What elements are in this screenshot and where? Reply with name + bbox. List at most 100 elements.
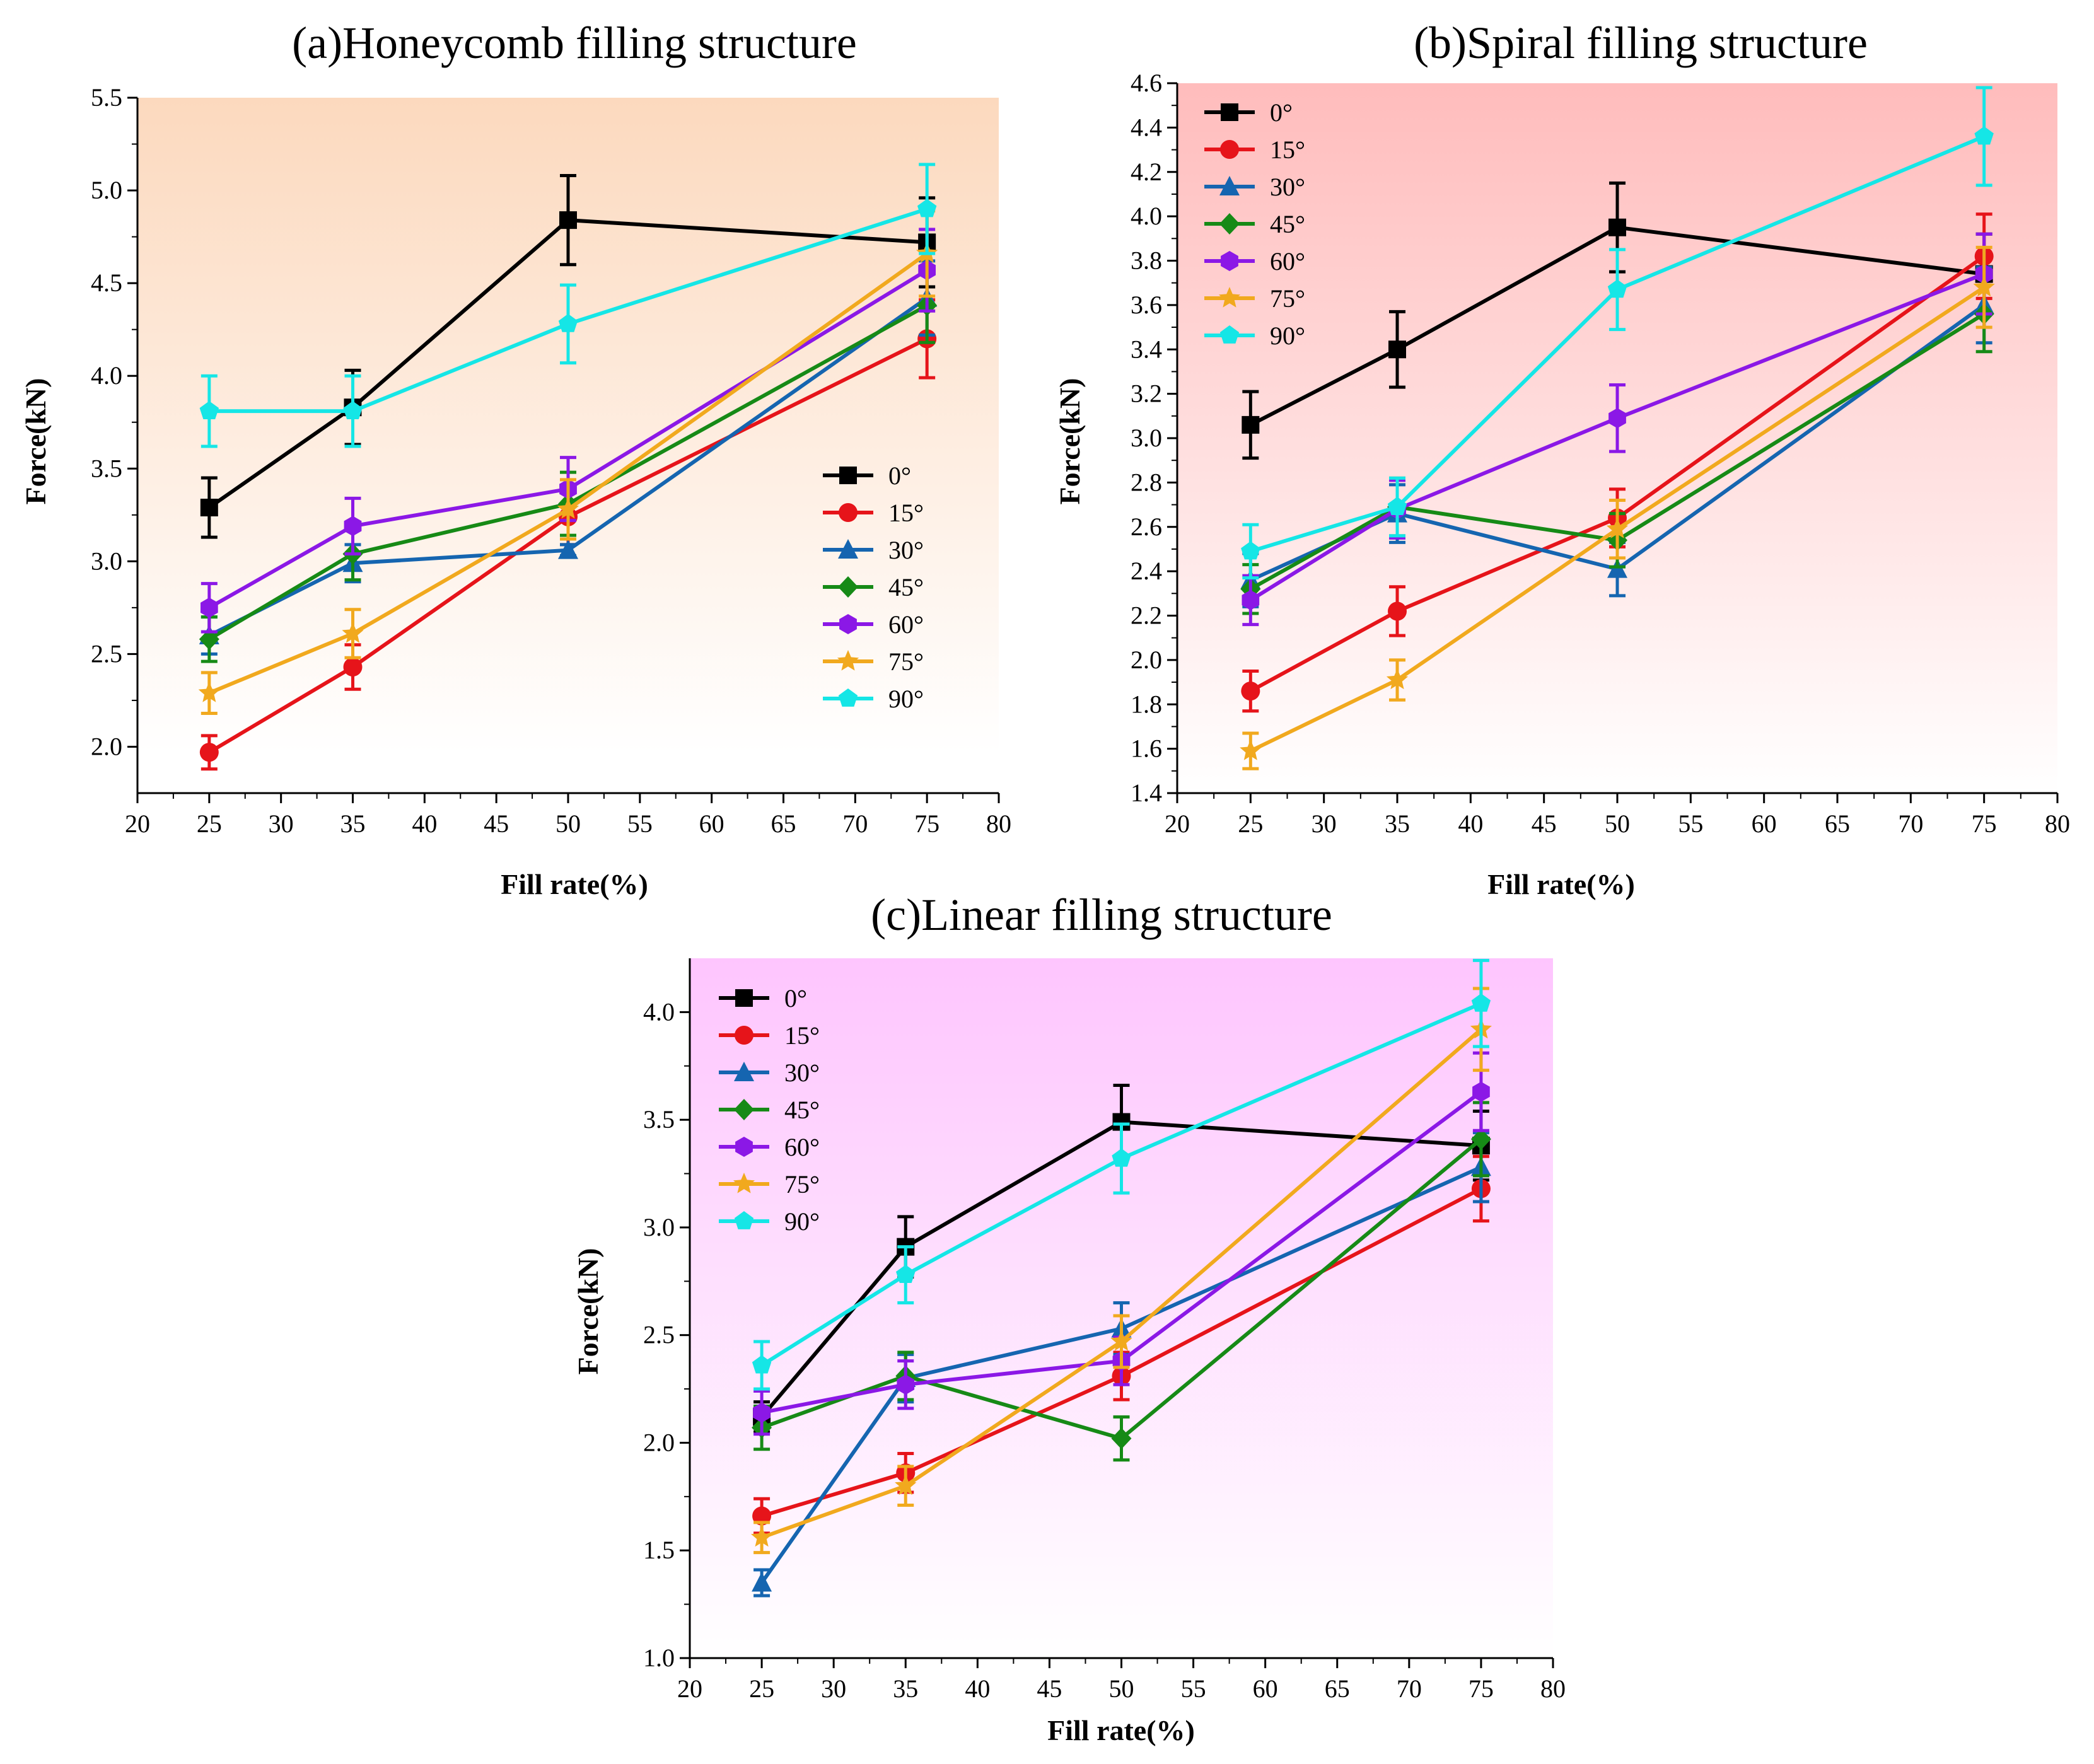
y-tick-label: 4.4 <box>1131 113 1162 141</box>
legend-marker <box>1218 287 1241 308</box>
data-point <box>343 657 363 676</box>
legend-label: 60° <box>888 610 924 639</box>
y-tick-label: 3.4 <box>1131 335 1162 363</box>
x-tick-label: 55 <box>627 809 653 838</box>
series-line <box>1249 272 1985 602</box>
data-point <box>753 1402 771 1423</box>
data-point <box>199 743 219 762</box>
x-tick-label: 55 <box>1678 809 1703 838</box>
legend-marker <box>734 1062 754 1081</box>
y-tick-label: 3.0 <box>1131 424 1162 452</box>
series-line <box>761 1028 1482 1540</box>
legend-label: 45° <box>1270 210 1305 238</box>
y-tick-label: 4.0 <box>1131 202 1162 230</box>
y-tick-label: 4.2 <box>1131 158 1162 186</box>
x-tick-label: 65 <box>1825 809 1850 838</box>
series-line <box>209 207 928 414</box>
series-5 <box>1240 245 1995 770</box>
panel-honeycomb: (a)Honeycomb filling structure Fill rate… <box>20 18 1011 900</box>
series-line <box>208 296 928 637</box>
legend-label: 60° <box>784 1133 820 1161</box>
y-tick-label: 2.0 <box>1131 646 1162 674</box>
panel-title: (b)Spiral filling structure <box>1414 18 1868 68</box>
legend-marker <box>838 576 858 598</box>
x-tick-label: 30 <box>269 809 294 838</box>
series-6 <box>1241 86 1994 580</box>
data-point <box>1242 415 1260 434</box>
y-tick-label: 2.2 <box>1131 601 1162 630</box>
series-6 <box>199 163 937 448</box>
legend-label: 45° <box>888 573 924 601</box>
data-point <box>1240 740 1262 760</box>
legend-marker <box>838 688 858 707</box>
legend-label: 15° <box>784 1021 820 1050</box>
data-point <box>752 1572 772 1592</box>
legend-marker <box>839 503 858 522</box>
x-axis-label: Fill rate(%) <box>1487 868 1635 900</box>
legend-label: 30° <box>888 536 924 564</box>
y-tick-label: 2.6 <box>1131 513 1162 541</box>
x-tick-label: 75 <box>1469 1674 1494 1703</box>
data-point <box>1470 1128 1491 1150</box>
x-tick-label: 45 <box>1037 1674 1062 1703</box>
x-tick-label: 75 <box>914 809 939 838</box>
series-line <box>208 337 928 754</box>
data-point <box>917 199 937 218</box>
x-tick-label: 35 <box>340 809 366 838</box>
data-point <box>895 1474 917 1495</box>
data-point <box>200 499 218 517</box>
x-tick-label: 40 <box>412 809 437 838</box>
y-tick-label: 1.6 <box>1131 734 1162 763</box>
x-tick-label: 50 <box>1109 1674 1134 1703</box>
legend-label: 0° <box>1270 98 1293 127</box>
y-tick-label: 2.5 <box>91 639 122 668</box>
x-tick-label: 35 <box>893 1674 918 1703</box>
legend-marker <box>733 1173 755 1193</box>
series-line <box>761 1090 1482 1415</box>
x-tick-label: 60 <box>1253 1674 1278 1703</box>
legend-label: 0° <box>888 461 911 490</box>
y-tick-label: 1.8 <box>1131 690 1162 718</box>
legend-marker <box>734 1211 754 1229</box>
y-tick-label: 2.0 <box>91 732 122 760</box>
series-line <box>761 1137 1482 1441</box>
data-point <box>1388 601 1407 621</box>
data-point <box>558 539 578 559</box>
y-tick-label: 3.8 <box>1131 247 1162 275</box>
legend-marker <box>734 1099 754 1120</box>
legend-marker <box>735 1137 753 1157</box>
y-tick-label: 2.5 <box>643 1321 675 1349</box>
data-point <box>1111 1427 1132 1449</box>
legend-label: 75° <box>888 647 924 676</box>
x-tick-label: 70 <box>1898 809 1923 838</box>
legend-label: 90° <box>784 1207 820 1236</box>
y-tick-label: 3.0 <box>643 1213 675 1241</box>
legend-marker <box>735 1026 753 1045</box>
x-tick-label: 60 <box>1752 809 1777 838</box>
panel-linear: (c)Linear filling structure Fill rate(%)… <box>572 890 1566 1746</box>
legend-marker <box>735 989 753 1007</box>
legend-label: 30° <box>784 1059 820 1087</box>
legend-label: 60° <box>1270 247 1305 276</box>
x-tick-label: 70 <box>1397 1674 1422 1703</box>
series-line <box>1249 225 1985 427</box>
panel-title: (a)Honeycomb filling structure <box>292 18 857 68</box>
x-tick-label: 40 <box>965 1674 990 1703</box>
series-line <box>760 1001 1482 1367</box>
x-tick-label: 25 <box>749 1674 774 1703</box>
data-point <box>1241 682 1260 701</box>
series-line <box>208 303 928 641</box>
data-point <box>1242 589 1260 610</box>
data-point <box>1241 541 1260 560</box>
data-point <box>557 498 579 519</box>
series-line <box>1249 255 1986 693</box>
x-tick-label: 30 <box>1312 809 1337 838</box>
y-tick-label: 3.2 <box>1131 380 1162 408</box>
data-point <box>1387 497 1407 515</box>
series-line <box>760 1165 1482 1584</box>
x-tick-label: 30 <box>821 1674 846 1703</box>
x-tick-label: 65 <box>771 809 796 838</box>
y-tick-label: 2.4 <box>1131 557 1162 585</box>
data-point <box>1386 668 1409 690</box>
legend-marker <box>1221 103 1238 121</box>
